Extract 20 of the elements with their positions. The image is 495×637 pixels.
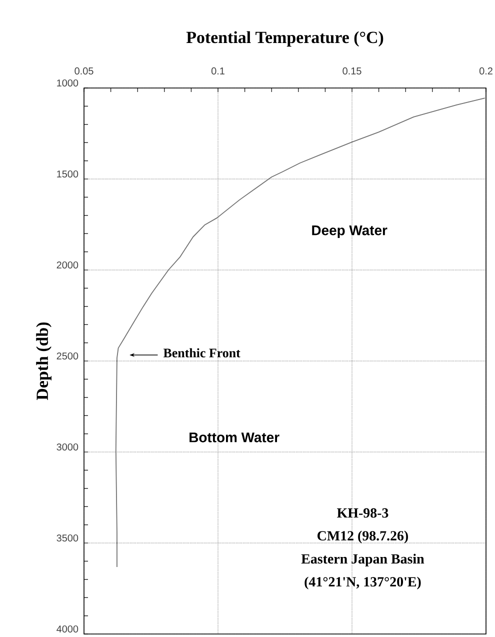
y-tick-label: 3500 <box>56 534 78 542</box>
annotation: Benthic Front <box>163 348 240 358</box>
y-tick-label: 3000 <box>56 443 78 451</box>
x-tick-label: 0.1 <box>211 67 224 74</box>
y-tick-label: 2000 <box>56 261 78 269</box>
annotation: (41°21'N, 137°20'E) <box>304 576 421 590</box>
y-tick-label: 4000 <box>56 625 78 633</box>
annotation: CM12 (98.7.26) <box>318 530 408 544</box>
x-tick-label: 0.2 <box>479 67 492 74</box>
x-axis-title: Potential Temperature (°C) <box>186 31 384 47</box>
annotation: Eastern Japan Basin <box>301 554 424 566</box>
annotation: Deep Water <box>312 226 388 238</box>
y-tick-label: 2500 <box>56 352 78 360</box>
x-tick-label: 0.15 <box>342 67 362 74</box>
annotation: KH-98-3 <box>337 508 388 518</box>
annotation: Bottom Water <box>190 432 280 442</box>
x-tick-label: 0.05 <box>74 67 94 74</box>
y-tick-label: 1000 <box>57 79 78 87</box>
y-tick-label: 1500 <box>57 170 78 178</box>
y-axis-title: Depth (db) <box>36 322 52 400</box>
